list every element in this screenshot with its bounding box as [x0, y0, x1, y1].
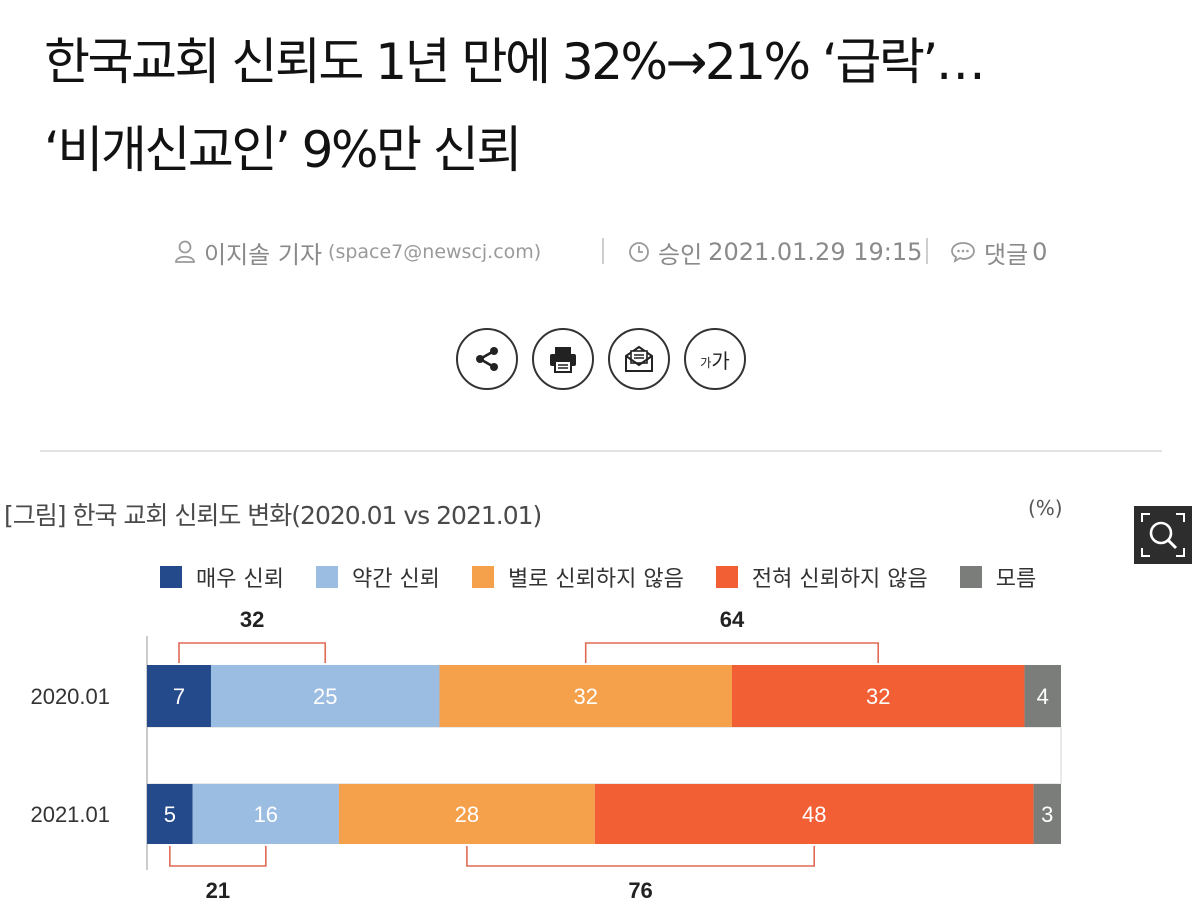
bracket-total-label: 64: [720, 607, 745, 632]
legend-item: 매우 신뢰: [160, 561, 284, 593]
legend-label: 별로 신뢰하지 않음: [507, 567, 684, 592]
bar-segment: [594, 784, 1034, 844]
content-divider: [40, 450, 1162, 452]
legend-item: 모름: [959, 561, 1037, 593]
legend-label: 전혀 신뢰하지 않음: [751, 567, 928, 592]
bar-segment: [147, 784, 193, 844]
data-label: 32: [866, 684, 890, 709]
chart-unit: (%): [1028, 496, 1063, 520]
comments-label: 댓글: [984, 240, 1029, 269]
legend-item: 전혀 신뢰하지 않음: [715, 561, 928, 593]
stacked-bar-chart: 7 25 32 32 4 2020.01 32 64 5 16 28 48 3 2021.01 21 76: [30, 607, 1062, 903]
category-label: 2020.01: [30, 684, 110, 709]
figure-title: [그림] 한국 교회 신뢰도 변화(2020.01 vs 2021.01): [4, 501, 542, 530]
user-icon: [174, 240, 196, 264]
legend-swatch: [959, 566, 982, 588]
bracket-total-label: 32: [240, 607, 264, 632]
author-name: 이지솔 기자: [204, 240, 323, 269]
legend-label: 매우 신뢰: [196, 567, 284, 592]
font-size-big-label: 가: [711, 348, 730, 373]
headline-line-1: 한국교회 신뢰도 1년 만에 32%→21% ‘급락’…: [44, 33, 986, 91]
bar-segment: [439, 665, 732, 727]
bracket: [584, 642, 879, 663]
zoom-button[interactable]: [1134, 506, 1192, 564]
data-label: 32: [573, 684, 597, 709]
legend-label: 모름: [995, 567, 1037, 592]
data-label: 25: [313, 684, 337, 709]
data-label: 16: [254, 802, 278, 827]
byline-approved: 승인 2021.01.29 19:15: [628, 232, 922, 272]
print-icon: [550, 347, 576, 373]
legend-label: 약간 신뢰: [351, 567, 440, 592]
category-label: 2021.01: [30, 802, 110, 827]
email-icon: [625, 345, 653, 372]
legend-swatch: [315, 566, 338, 588]
article-toolbar: 가 가: [0, 328, 1200, 394]
data-label: 28: [455, 802, 479, 827]
bar-segment: [731, 665, 1025, 727]
bracket-total-label: 76: [628, 878, 652, 903]
bracket-total-label: 21: [206, 878, 230, 903]
bracket: [178, 642, 327, 663]
legend-item: 약간 신뢰: [315, 561, 440, 593]
bar-segment: [210, 665, 440, 727]
bracket: [169, 846, 267, 867]
bracket: [466, 846, 816, 867]
legend-item: 별로 신뢰하지 않음: [471, 561, 684, 593]
comments-count: 0: [1032, 238, 1048, 266]
meta-separator: [926, 238, 928, 264]
bar-segment: [338, 784, 595, 844]
share-button[interactable]: [456, 328, 518, 390]
font-size-small-label: 가: [700, 355, 712, 370]
bar-segment: [1033, 784, 1061, 844]
print-button[interactable]: [532, 328, 594, 390]
data-label: 48: [802, 802, 826, 827]
meta-separator: [602, 238, 604, 264]
approved-label: 승인: [658, 240, 703, 269]
data-label: 4: [1037, 684, 1049, 709]
bar-segment: [1024, 665, 1061, 727]
headline-line-2: ‘비개신교인’ 9%만 신뢰: [44, 121, 522, 179]
legend-swatch: [471, 566, 494, 588]
share-icon: [476, 347, 498, 371]
font-size-button[interactable]: 가 가: [684, 328, 746, 390]
article-figure: 7 25 32 32 4 2020.01 32 64 5 16 28 48 3 2021.01 21 76 […: [0, 470, 1200, 911]
data-label: 3: [1041, 802, 1053, 827]
chart-gap-panel: [146, 726, 1062, 785]
comment-icon: [950, 241, 976, 263]
legend-swatch: [160, 566, 182, 588]
author-email[interactable]: (space7@newscj.com): [328, 241, 542, 263]
approved-datetime: 2021.01.29 19:15: [708, 238, 923, 266]
article-meta: 이지솔 기자 (space7@newscj.com) 승인 2021.01.29…: [0, 232, 1200, 272]
byline-author: 이지솔 기자 (space7@newscj.com): [174, 232, 541, 272]
comments-link[interactable]: 댓글 0: [950, 232, 1047, 272]
email-button[interactable]: [608, 328, 670, 390]
search-icon: [1141, 513, 1185, 557]
article-headline: 한국교회 신뢰도 1년 만에 32%→21% ‘급락’… ‘비개신교인’ 9%만…: [44, 18, 1164, 194]
bar-segment: [147, 665, 211, 727]
legend-swatch: [715, 566, 738, 588]
chart-legend: 매우 신뢰 약간 신뢰 별로 신뢰하지 않음 전혀 신뢰하지 않음 모름: [160, 562, 1068, 592]
bar-segment: [192, 784, 339, 844]
clock-icon: [628, 241, 650, 263]
data-label: 5: [164, 802, 176, 827]
data-label: 7: [173, 684, 185, 709]
